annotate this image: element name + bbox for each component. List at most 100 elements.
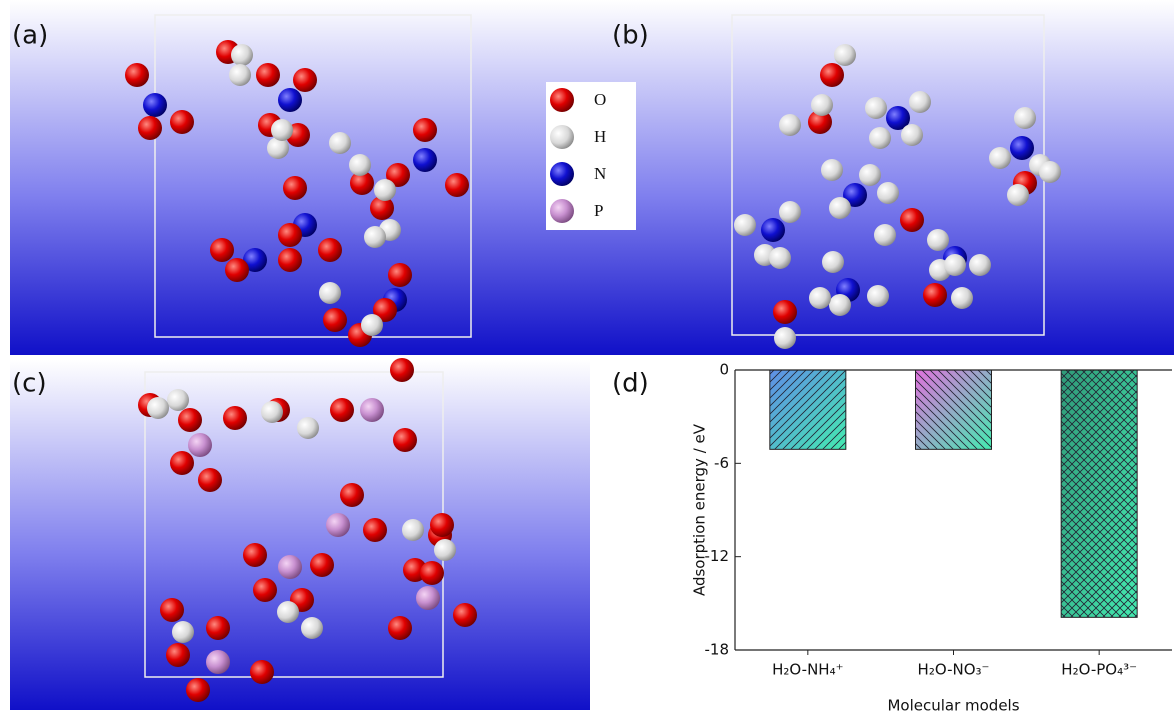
atom — [278, 248, 302, 272]
atom — [900, 208, 924, 232]
atom — [820, 63, 844, 87]
atom — [453, 603, 477, 627]
atom — [250, 660, 274, 684]
atom — [364, 226, 386, 248]
atom — [761, 218, 785, 242]
panel-label: (c) — [12, 369, 47, 399]
bar-hatch — [916, 370, 992, 449]
panel-label: (d) — [612, 369, 649, 399]
panel-c — [10, 360, 590, 710]
atom — [297, 417, 319, 439]
atom — [206, 616, 230, 640]
atom — [170, 110, 194, 134]
panel-bg — [10, 360, 590, 710]
atom — [256, 63, 280, 87]
atom — [363, 518, 387, 542]
atom — [340, 483, 364, 507]
y-tick-label: -6 — [714, 454, 729, 472]
atom — [349, 154, 371, 176]
atom — [865, 97, 887, 119]
legend-label: H — [594, 127, 606, 146]
atom — [390, 358, 414, 382]
atom — [188, 433, 212, 457]
atom — [125, 63, 149, 87]
atom — [923, 283, 947, 307]
atom — [229, 64, 251, 86]
atom — [779, 201, 801, 223]
atom — [944, 254, 966, 276]
atom — [143, 93, 167, 117]
atom — [283, 176, 307, 200]
legend-swatch — [550, 199, 574, 223]
atom — [198, 468, 222, 492]
atom — [243, 543, 267, 567]
atom — [874, 224, 896, 246]
y-tick-label: -18 — [705, 641, 730, 659]
x-tick-label: H₂O-NH₄⁺ — [772, 661, 843, 679]
atom — [829, 294, 851, 316]
atom — [319, 282, 341, 304]
atom — [1010, 136, 1034, 160]
atom — [867, 285, 889, 307]
atom — [1039, 161, 1061, 183]
panel-label: (a) — [12, 21, 48, 51]
legend-label: O — [594, 90, 606, 109]
atom — [877, 182, 899, 204]
atom — [809, 287, 831, 309]
bar-hatch — [1061, 370, 1137, 617]
atom — [167, 389, 189, 411]
atom — [989, 147, 1011, 169]
atom — [1014, 107, 1036, 129]
atom — [330, 398, 354, 422]
atom — [1007, 184, 1029, 206]
atom — [326, 513, 350, 537]
atom — [445, 173, 469, 197]
atom — [969, 254, 991, 276]
atom — [301, 617, 323, 639]
atom — [734, 214, 756, 236]
atom — [170, 451, 194, 475]
atom — [434, 539, 456, 561]
legend-swatch — [550, 88, 574, 112]
atom — [909, 91, 931, 113]
atom — [388, 263, 412, 287]
atom — [769, 247, 791, 269]
atom — [147, 397, 169, 419]
atom — [388, 616, 412, 640]
legend-label: P — [594, 201, 603, 220]
atom — [278, 88, 302, 112]
atom — [160, 598, 184, 622]
atom — [210, 238, 234, 262]
atom — [821, 159, 843, 181]
legend-swatch — [550, 125, 574, 149]
atom — [261, 401, 283, 423]
atom — [231, 44, 253, 66]
atom — [278, 555, 302, 579]
atom — [278, 223, 302, 247]
atom — [869, 127, 891, 149]
atom — [172, 621, 194, 643]
atom — [253, 578, 277, 602]
legend-label: N — [594, 164, 606, 183]
atom — [927, 229, 949, 251]
atom — [822, 251, 844, 273]
atom — [811, 94, 833, 116]
atom — [225, 258, 249, 282]
atom — [186, 678, 210, 702]
atom — [834, 44, 856, 66]
atom — [901, 124, 923, 146]
atom — [293, 68, 317, 92]
y-axis-title: Adsorption energy / eV — [691, 423, 709, 596]
atom — [223, 406, 247, 430]
atom — [413, 148, 437, 172]
atom — [430, 513, 454, 537]
y-tick-label: 0 — [719, 361, 729, 379]
atom — [329, 132, 351, 154]
atom — [271, 119, 293, 141]
atom — [829, 197, 851, 219]
bar-hatch — [770, 370, 846, 449]
atom — [374, 179, 396, 201]
panel-label: (b) — [612, 21, 649, 51]
legend-swatch — [550, 162, 574, 186]
atom — [779, 114, 801, 136]
